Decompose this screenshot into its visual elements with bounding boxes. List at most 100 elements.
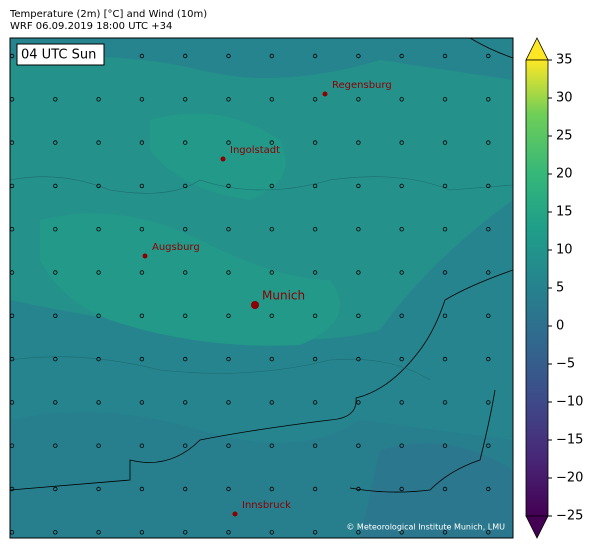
wind-dot: [182, 53, 188, 59]
wind-dot: [442, 486, 448, 492]
wind-dot: [53, 400, 58, 405]
wind-dot: [139, 486, 145, 492]
city-dot: [322, 91, 328, 97]
wind-dot: [356, 400, 361, 405]
colorbar-tick-label: 25: [556, 129, 573, 144]
wind-dot: [182, 356, 188, 362]
wind-dot: [139, 270, 145, 275]
wind-dot: [269, 356, 274, 362]
colorbar-tick-label: 15: [556, 205, 573, 220]
wind-dot: [226, 183, 231, 189]
wind-dot: [53, 183, 58, 189]
wind-dot: [399, 356, 404, 362]
wind-dot: [486, 530, 491, 535]
wind-dot: [139, 356, 145, 362]
wind-dot: [139, 183, 145, 189]
wind-dot: [312, 140, 318, 145]
colorbar-tick-label: 30: [556, 91, 573, 106]
wind-dot: [96, 530, 101, 535]
colorbar-tick-label: 10: [556, 243, 573, 258]
city-label: Munich: [262, 289, 305, 303]
wind-dot: [399, 270, 404, 275]
wind-dot: [226, 443, 231, 448]
colorbar-tick-label: −15: [556, 433, 583, 448]
wind-dot: [486, 486, 491, 492]
wind-dot: [442, 356, 448, 362]
wind-dot: [486, 356, 491, 362]
city-dot: [142, 253, 148, 259]
wind-dot: [96, 226, 101, 232]
wind-dot: [269, 270, 274, 275]
wind-dot: [269, 313, 274, 318]
wind-dot: [139, 140, 145, 145]
wind-dot: [139, 53, 145, 59]
wind-dot: [269, 226, 274, 232]
city-label: Ingolstadt: [230, 145, 280, 156]
map: Regensburg Ingolstadt Augsburg Munich In…: [10, 38, 513, 538]
wind-dot: [486, 400, 491, 405]
wind-dot: [356, 356, 361, 362]
wind-dot: [53, 530, 58, 535]
wind-dot: [312, 97, 318, 102]
wind-dot: [356, 486, 361, 492]
wind-dot: [442, 140, 448, 145]
time-label: 04 UTC Sun: [21, 48, 96, 63]
subtitle: WRF 06.09.2019 18:00 UTC +34: [10, 21, 172, 32]
wind-dot: [356, 226, 361, 232]
colorbar-tick-label: −20: [556, 471, 583, 486]
wind-dot: [486, 53, 491, 59]
wind-dot: [399, 400, 404, 405]
wind-dot: [96, 270, 101, 275]
city-label: Innsbruck: [242, 500, 291, 511]
wind-dot: [182, 226, 188, 232]
wind-dot: [269, 183, 274, 189]
wind-dot: [182, 486, 188, 492]
wind-dot: [226, 140, 231, 145]
wind-dot: [442, 270, 448, 275]
wind-dot: [356, 530, 361, 535]
wind-dot: [226, 313, 231, 318]
wind-dot: [139, 443, 145, 448]
city-dot: [220, 156, 226, 162]
wind-dot: [96, 356, 101, 362]
wind-dot: [399, 486, 404, 492]
wind-dot: [139, 313, 145, 318]
wind-dot: [312, 313, 318, 318]
wind-dot: [96, 486, 101, 492]
wind-dot: [139, 400, 145, 405]
wind-dot: [312, 486, 318, 492]
colorbar-tick-label: 5: [556, 281, 564, 296]
wind-dot: [53, 140, 58, 145]
colorbar-tick-label: −25: [556, 509, 583, 524]
wind-dot: [53, 356, 58, 362]
wind-dot: [139, 530, 145, 535]
wind-dot: [182, 270, 188, 275]
wind-dot: [399, 53, 404, 59]
wind-dot: [312, 443, 318, 448]
copyright: © Meteorological Institute Munich, LMU: [346, 523, 505, 532]
wind-dot: [356, 270, 361, 275]
wind-dot: [269, 530, 274, 535]
wind-dot: [442, 530, 448, 535]
wind-dot: [399, 183, 404, 189]
wind-dot: [269, 140, 274, 145]
wind-dot: [442, 400, 448, 405]
wind-dot: [442, 183, 448, 189]
wind-dot: [486, 313, 491, 318]
wind-dot: [182, 530, 188, 535]
colorbar-tick-label: 20: [556, 167, 573, 182]
city-dot: [251, 301, 259, 309]
wind-dot: [182, 97, 188, 102]
city-dot: [232, 511, 238, 517]
wind-dot: [53, 270, 58, 275]
wind-dot: [486, 270, 491, 275]
wind-dot: [226, 226, 231, 232]
colorbar-tick-label: 0: [556, 319, 564, 334]
wind-dot: [356, 443, 361, 448]
wind-dot: [399, 530, 404, 535]
wind-dot: [182, 400, 188, 405]
wind-dot: [96, 183, 101, 189]
colorbar: −25 −20 −15 −10 −5 0 5 10 15 20 25 30 35: [525, 37, 583, 539]
wind-dot: [182, 443, 188, 448]
